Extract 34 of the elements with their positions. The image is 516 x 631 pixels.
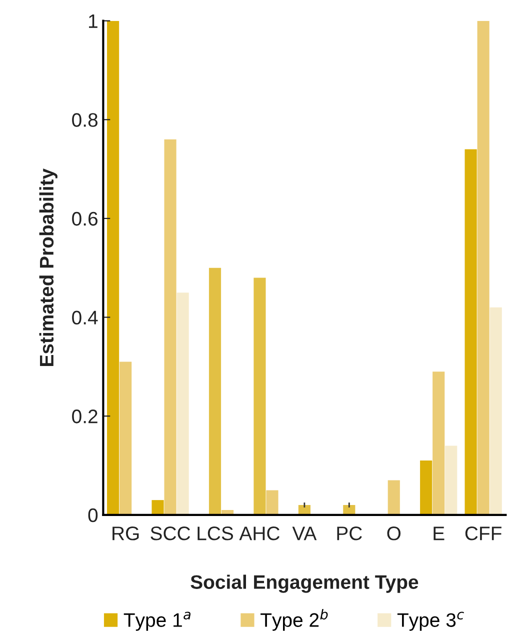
bar <box>464 149 477 515</box>
x-tick-label: SCC <box>150 526 190 540</box>
x-tick-label: CFF <box>465 526 502 540</box>
legend-label: Type 1$^{a}$ <box>124 612 190 631</box>
x-tick-label: PC <box>337 526 362 540</box>
y-tick-label: 0.8 <box>72 113 98 127</box>
x-tick-label: AHC <box>239 526 280 540</box>
legend-label: Type 2$^{b}$ <box>260 608 328 631</box>
bar <box>490 307 502 515</box>
bar <box>254 278 266 515</box>
x-tick-label: E <box>434 526 444 540</box>
bar <box>208 268 222 515</box>
bar <box>388 480 400 515</box>
x-tick-label: RG <box>112 526 139 540</box>
bar <box>120 362 132 515</box>
bar <box>420 460 432 515</box>
bar <box>477 20 490 515</box>
legend-label: Type 3$^{c}$ <box>397 612 464 631</box>
y-tick-label: 0.2 <box>72 410 98 424</box>
y-tick-label: 0 <box>88 508 98 522</box>
bar <box>432 372 445 515</box>
bar <box>164 139 176 515</box>
bar <box>176 292 189 515</box>
y-tick-label: 0.4 <box>72 310 98 325</box>
y-tick-label: 0.6 <box>72 212 98 226</box>
x-tick-label: VA <box>292 526 317 540</box>
y-tick-label: 1 <box>89 14 98 28</box>
bar <box>107 20 120 515</box>
bar <box>445 446 458 515</box>
x-tick-label: LCS <box>198 526 234 540</box>
y-axis-title: Estimated Probability <box>39 168 58 366</box>
bar <box>152 500 164 515</box>
x-axis-title: Social Engagement Type <box>190 574 418 593</box>
x-tick-label: O <box>387 526 401 540</box>
